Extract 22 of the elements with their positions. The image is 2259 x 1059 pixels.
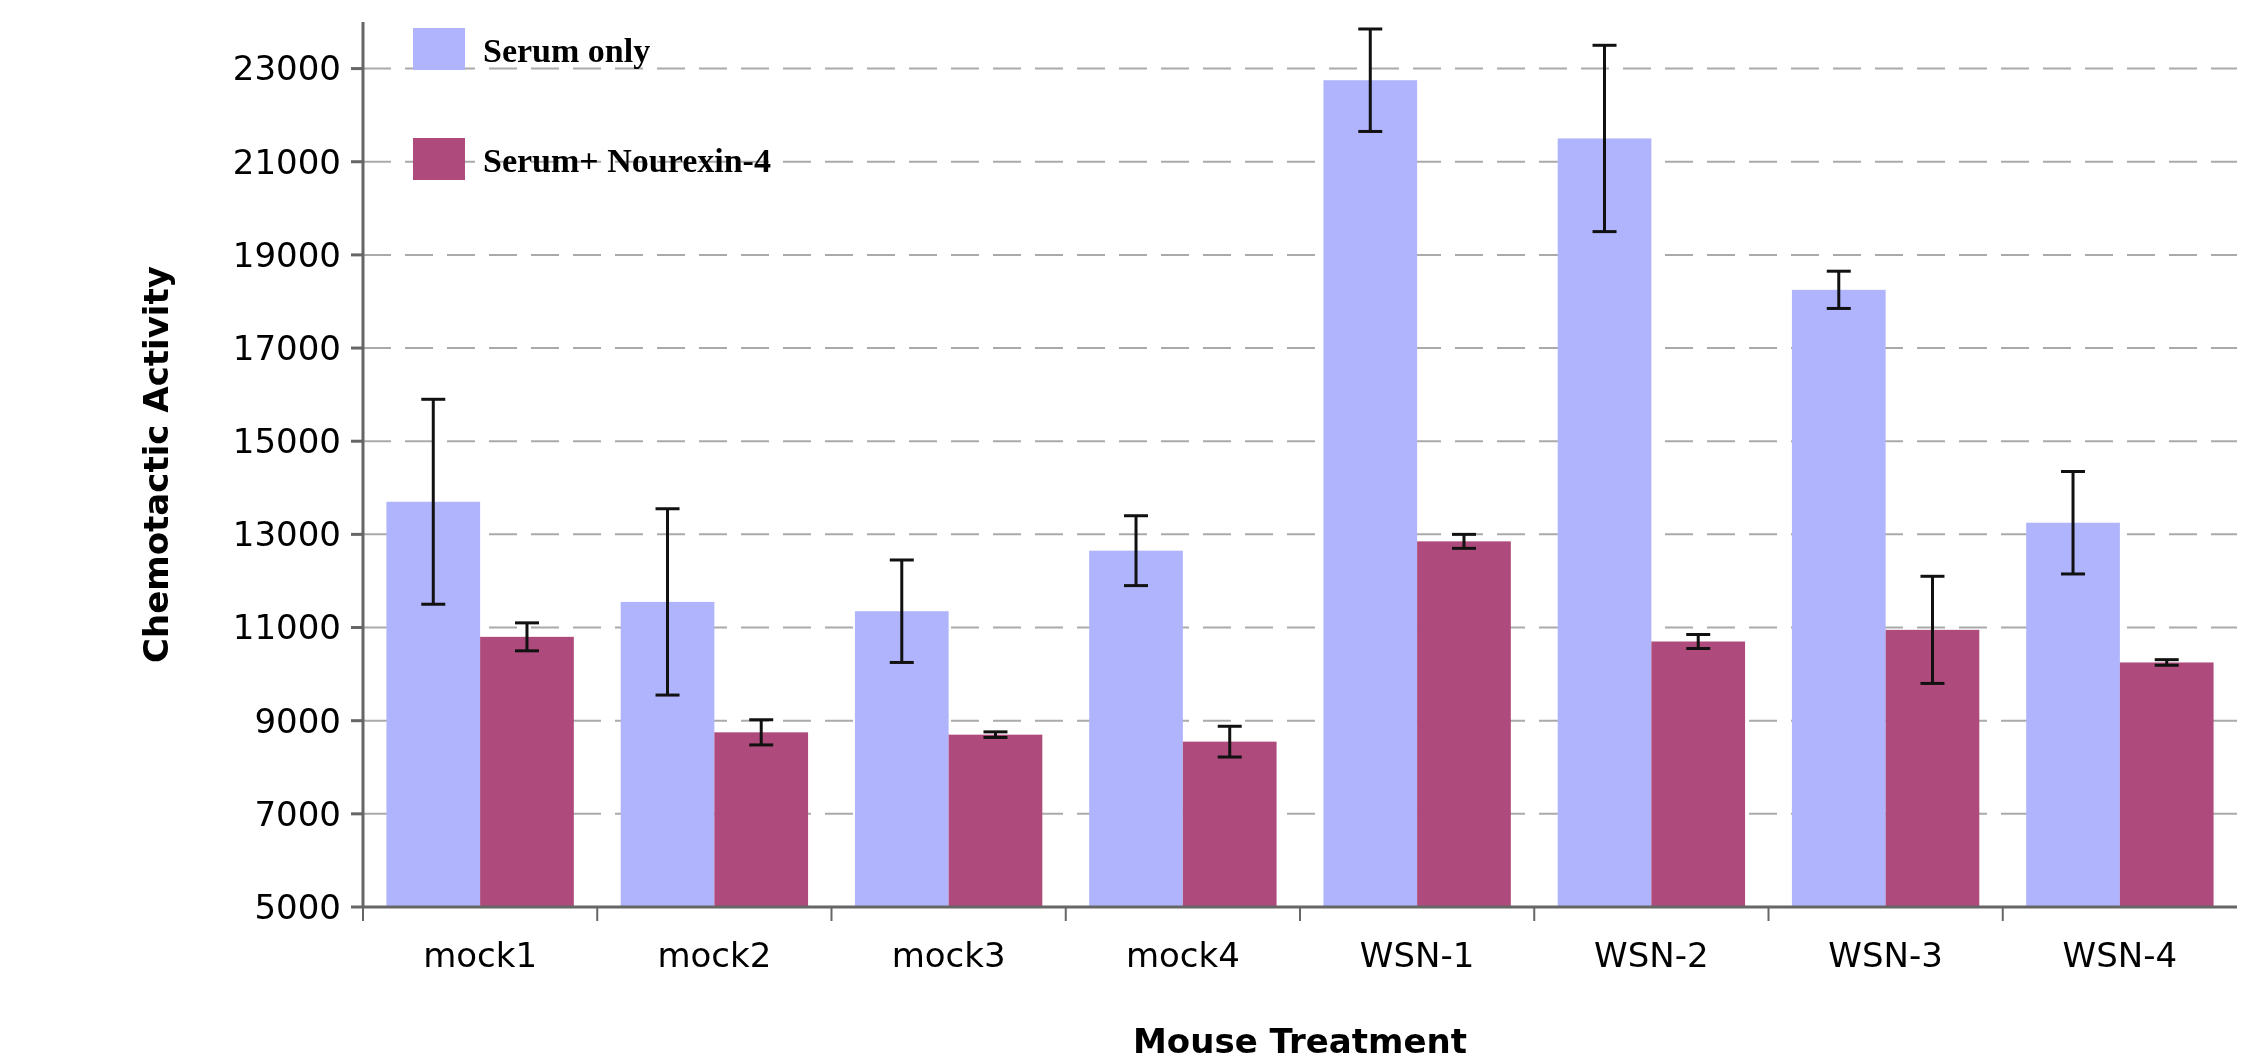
y-tick-label: 7000 xyxy=(254,793,341,834)
y-tick-label: 23000 xyxy=(232,48,341,89)
y-tick-label: 19000 xyxy=(232,234,341,275)
x-tick-label: mock1 xyxy=(423,935,538,975)
y-tick-label: 21000 xyxy=(232,141,341,182)
x-tick-label: WSN-3 xyxy=(1828,935,1943,975)
x-tick-label: WSN-1 xyxy=(1359,935,1475,975)
x-tick-label: WSN-2 xyxy=(1594,935,1709,975)
y-axis-title: Chemotactic Activity xyxy=(136,266,176,663)
y-tick-label: 15000 xyxy=(232,421,341,462)
x-axis-title: Mouse Treatment xyxy=(1133,1021,1467,1059)
y-tick-label: 13000 xyxy=(232,514,341,555)
x-tick-label: mock2 xyxy=(657,935,772,975)
x-tick-label: mock3 xyxy=(891,935,1006,975)
y-tick-label: 5000 xyxy=(254,886,341,927)
y-tick-label: 17000 xyxy=(232,327,341,368)
y-tick-label: 9000 xyxy=(254,700,341,741)
legend-label: Serum only xyxy=(483,32,651,69)
x-tick-label: mock4 xyxy=(1125,935,1240,975)
y-tick-label: 11000 xyxy=(232,607,341,648)
legend-label: Serum+ Nourexin-4 xyxy=(483,142,771,179)
x-tick-label: WSN-4 xyxy=(2062,935,2178,975)
